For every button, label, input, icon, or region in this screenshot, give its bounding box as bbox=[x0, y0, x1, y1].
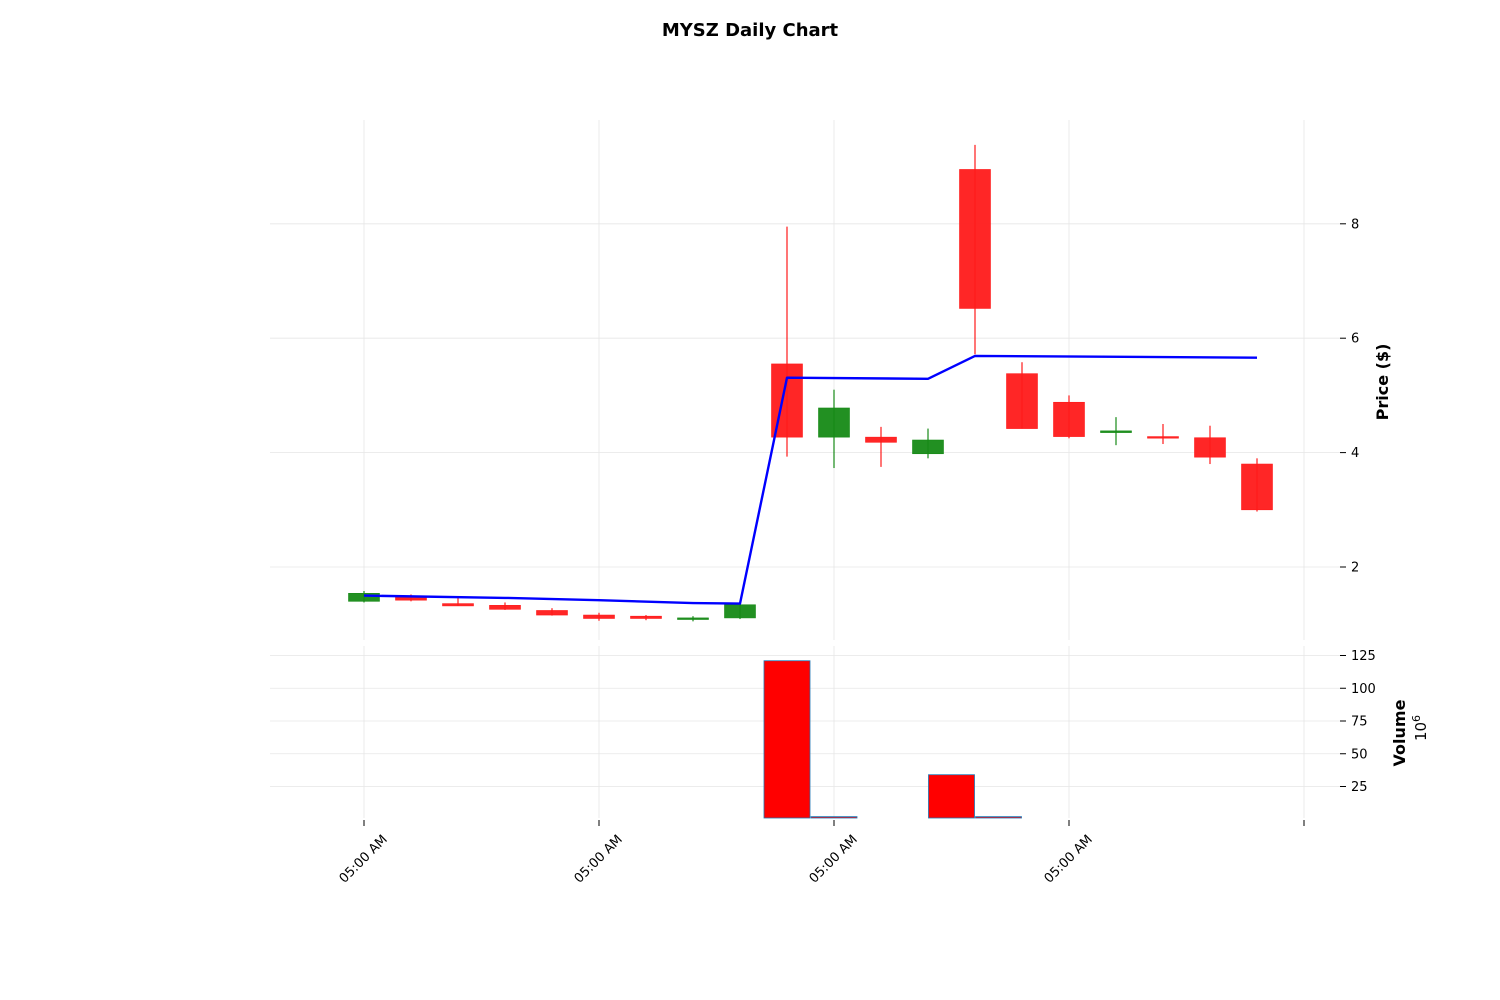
x-axis: 05:00 AM 05:00 AM 05:00 AM 05:00 AM bbox=[337, 820, 1305, 886]
moving-average-line bbox=[363, 354, 1258, 605]
candle bbox=[771, 226, 803, 457]
candle-body bbox=[442, 603, 474, 607]
candle-body bbox=[677, 617, 709, 620]
candle-body bbox=[1100, 430, 1132, 433]
price-grid bbox=[270, 223, 1340, 568]
x-tick-label: 05:00 AM bbox=[572, 832, 626, 886]
candle-body bbox=[912, 439, 944, 455]
x-grid bbox=[363, 120, 1305, 818]
volume-axis-label: Volume bbox=[1390, 699, 1409, 766]
volume-bar bbox=[975, 816, 1022, 819]
candle bbox=[1100, 417, 1132, 446]
candle-body bbox=[1006, 373, 1038, 429]
volume-axis: 25 50 75 100 125 bbox=[1340, 649, 1376, 795]
candle bbox=[489, 602, 521, 610]
volume-tick-label: 75 bbox=[1351, 715, 1368, 730]
x-tick-label: 05:00 AM bbox=[337, 832, 391, 886]
volume-tick-label: 50 bbox=[1351, 747, 1368, 762]
candle-body bbox=[865, 436, 897, 443]
candle bbox=[442, 597, 474, 607]
candle bbox=[677, 616, 709, 622]
candle bbox=[865, 426, 897, 467]
candle-body bbox=[959, 169, 991, 309]
candle bbox=[1194, 425, 1226, 465]
volume-bars bbox=[763, 660, 1022, 819]
volume-tick-label: 125 bbox=[1351, 649, 1376, 664]
candle bbox=[583, 612, 615, 621]
candle-body bbox=[818, 407, 850, 438]
candle-body bbox=[536, 610, 568, 616]
candles bbox=[348, 144, 1273, 622]
volume-bar bbox=[810, 816, 858, 819]
candle bbox=[912, 428, 944, 459]
volume-bar bbox=[763, 660, 811, 819]
candle bbox=[818, 389, 850, 469]
price-axis-label: Price ($) bbox=[1373, 344, 1392, 421]
volume-tick-label: 100 bbox=[1351, 682, 1376, 697]
candle bbox=[1147, 424, 1179, 445]
candle bbox=[724, 603, 756, 620]
candle bbox=[959, 144, 991, 355]
price-tick-label: 8 bbox=[1351, 217, 1359, 232]
volume-exponent-label: 106 bbox=[1410, 715, 1430, 741]
candle-body bbox=[489, 605, 521, 610]
candle bbox=[630, 615, 662, 621]
price-tick-label: 6 bbox=[1351, 332, 1359, 347]
candle-body bbox=[1241, 463, 1273, 511]
price-tick-label: 2 bbox=[1351, 561, 1359, 576]
volume-bar bbox=[928, 774, 975, 819]
candle-body bbox=[724, 604, 756, 619]
candle bbox=[1241, 458, 1273, 512]
candle-body bbox=[1194, 437, 1226, 458]
chart-title: MYSZ Daily Chart bbox=[662, 20, 839, 41]
candle-body bbox=[1147, 436, 1179, 439]
x-tick-label: 05:00 AM bbox=[1042, 832, 1096, 886]
price-tick-label: 4 bbox=[1351, 446, 1359, 461]
candle-body bbox=[630, 615, 662, 619]
candle-body bbox=[583, 614, 615, 619]
candle bbox=[1006, 362, 1038, 429]
moving-average-path bbox=[363, 354, 1258, 605]
candle bbox=[536, 608, 568, 616]
price-axis: 2 4 6 8 bbox=[1340, 217, 1359, 576]
candle-body bbox=[1053, 401, 1085, 437]
volume-tick-label: 25 bbox=[1351, 780, 1368, 795]
candle bbox=[1053, 395, 1085, 439]
x-tick-label: 05:00 AM bbox=[807, 832, 861, 886]
candle-body bbox=[348, 593, 380, 602]
